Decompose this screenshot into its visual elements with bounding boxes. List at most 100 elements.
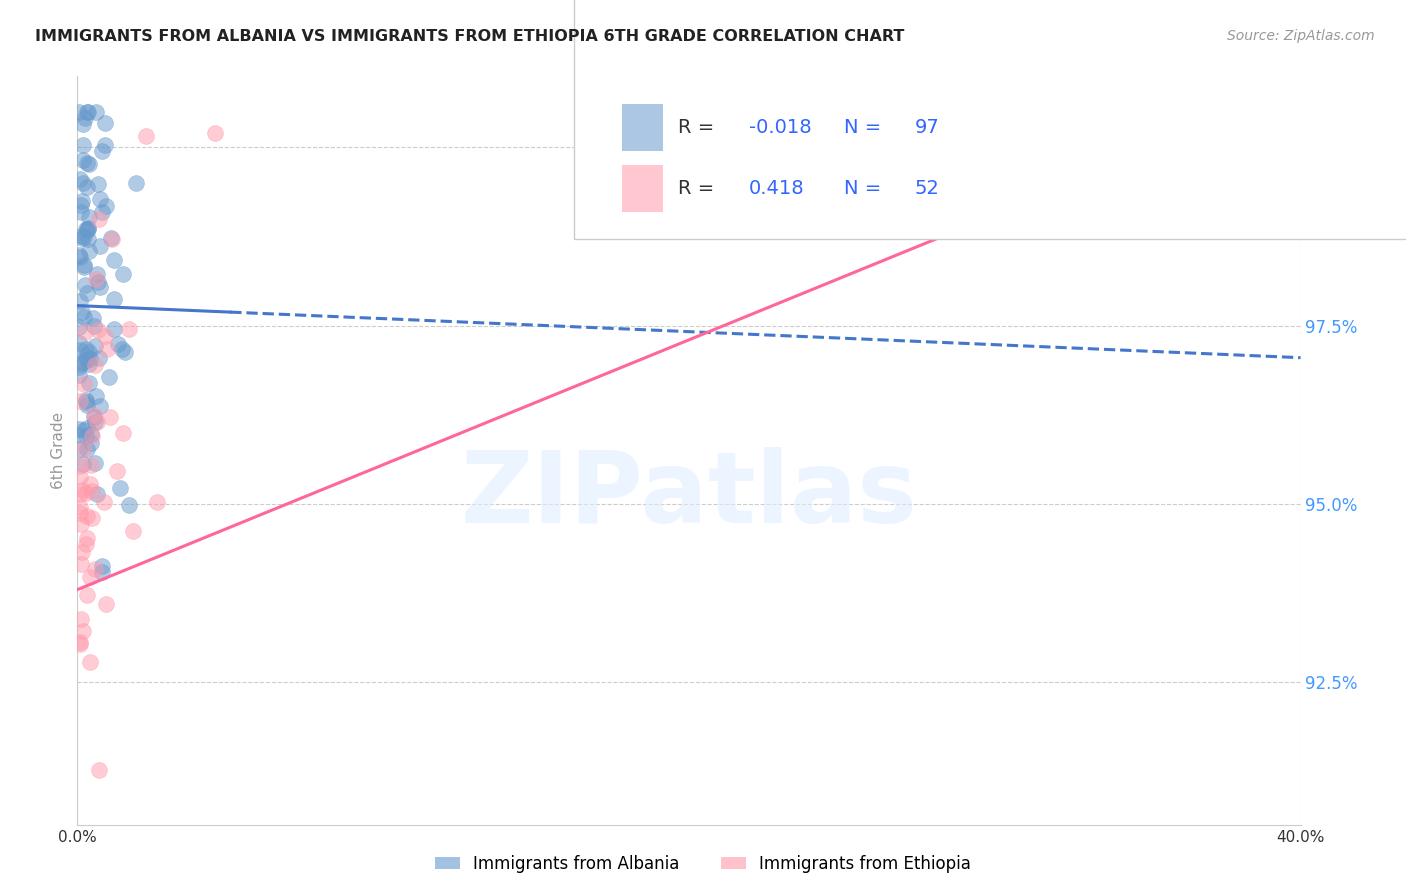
Point: [94, 137, 117, 152]
Point: [87, 177, 110, 191]
Point: [76, 442, 98, 457]
Point: [91, 558, 114, 573]
Point: [103, 292, 125, 306]
Point: [69, 635, 91, 649]
Point: [72, 355, 94, 369]
Point: [73, 423, 96, 437]
Point: [69, 394, 91, 409]
Point: [72, 177, 94, 191]
Point: [83, 410, 105, 425]
Point: [69, 637, 91, 651]
Point: [94, 597, 117, 611]
Point: [73, 229, 96, 244]
Point: [75, 326, 97, 340]
Point: [94, 329, 117, 343]
Point: [69, 470, 91, 484]
Point: [69, 487, 91, 501]
Point: [87, 323, 110, 337]
Point: [90, 145, 112, 159]
Point: [77, 345, 100, 359]
Point: [146, 495, 169, 509]
Point: [83, 318, 105, 333]
Point: [79, 244, 101, 258]
Point: [76, 232, 98, 246]
Point: [86, 487, 108, 501]
Point: [77, 357, 100, 371]
Point: [204, 126, 226, 140]
Point: [72, 458, 94, 472]
Point: [103, 252, 125, 267]
Point: [75, 342, 97, 356]
Point: [83, 339, 105, 353]
Point: [77, 104, 100, 119]
Point: [96, 199, 118, 213]
Point: [72, 305, 94, 319]
Point: [69, 343, 91, 357]
Point: [87, 351, 110, 365]
Point: [111, 426, 134, 441]
Point: [80, 458, 103, 472]
Point: [117, 498, 139, 512]
Point: [75, 222, 97, 236]
Point: [87, 275, 110, 289]
Point: [70, 194, 93, 208]
Point: [80, 426, 103, 441]
Point: [101, 232, 124, 246]
Point: [69, 459, 91, 474]
Point: [75, 485, 97, 500]
Point: [121, 524, 143, 539]
Point: [112, 268, 135, 282]
Point: [73, 278, 96, 293]
Point: [70, 229, 93, 244]
Point: [77, 222, 100, 236]
Point: [125, 176, 148, 190]
Point: [69, 172, 91, 186]
Point: [86, 272, 108, 286]
Point: [76, 420, 98, 434]
Point: [76, 532, 98, 546]
Point: [83, 409, 105, 423]
Point: [77, 376, 100, 390]
Point: [70, 204, 93, 219]
Point: [75, 349, 97, 363]
Point: [83, 456, 105, 470]
Point: [69, 250, 91, 264]
Point: [69, 500, 91, 515]
Point: [69, 198, 91, 212]
Point: [86, 267, 108, 281]
Point: [89, 279, 111, 293]
Point: [87, 764, 110, 778]
Point: [69, 506, 91, 520]
Point: [72, 153, 94, 167]
Point: [70, 483, 93, 497]
Point: [1173, 133, 1195, 147]
Point: [73, 260, 96, 275]
Point: [135, 128, 157, 143]
Point: [89, 239, 111, 253]
Point: [70, 357, 93, 371]
Point: [67, 427, 90, 442]
Point: [80, 483, 103, 498]
Text: Source: ZipAtlas.com: Source: ZipAtlas.com: [1227, 29, 1375, 43]
Point: [76, 588, 98, 602]
Y-axis label: 6th Grade: 6th Grade: [51, 412, 66, 489]
Point: [89, 192, 111, 206]
Point: [107, 337, 129, 351]
Text: ZIPatlas: ZIPatlas: [461, 447, 917, 544]
Point: [108, 481, 131, 495]
Point: [77, 210, 100, 224]
Point: [67, 336, 90, 351]
Point: [103, 322, 125, 336]
Point: [72, 624, 94, 639]
Point: [72, 231, 94, 245]
Point: [79, 352, 101, 367]
Point: [98, 410, 121, 425]
Text: IMMIGRANTS FROM ALBANIA VS IMMIGRANTS FROM ETHIOPIA 6TH GRADE CORRELATION CHART: IMMIGRANTS FROM ALBANIA VS IMMIGRANTS FR…: [35, 29, 904, 44]
Point: [67, 248, 90, 262]
Point: [79, 569, 101, 583]
Point: [73, 258, 96, 272]
Point: [67, 104, 90, 119]
Point: [76, 104, 98, 119]
Point: [69, 422, 91, 436]
Point: [82, 511, 104, 525]
